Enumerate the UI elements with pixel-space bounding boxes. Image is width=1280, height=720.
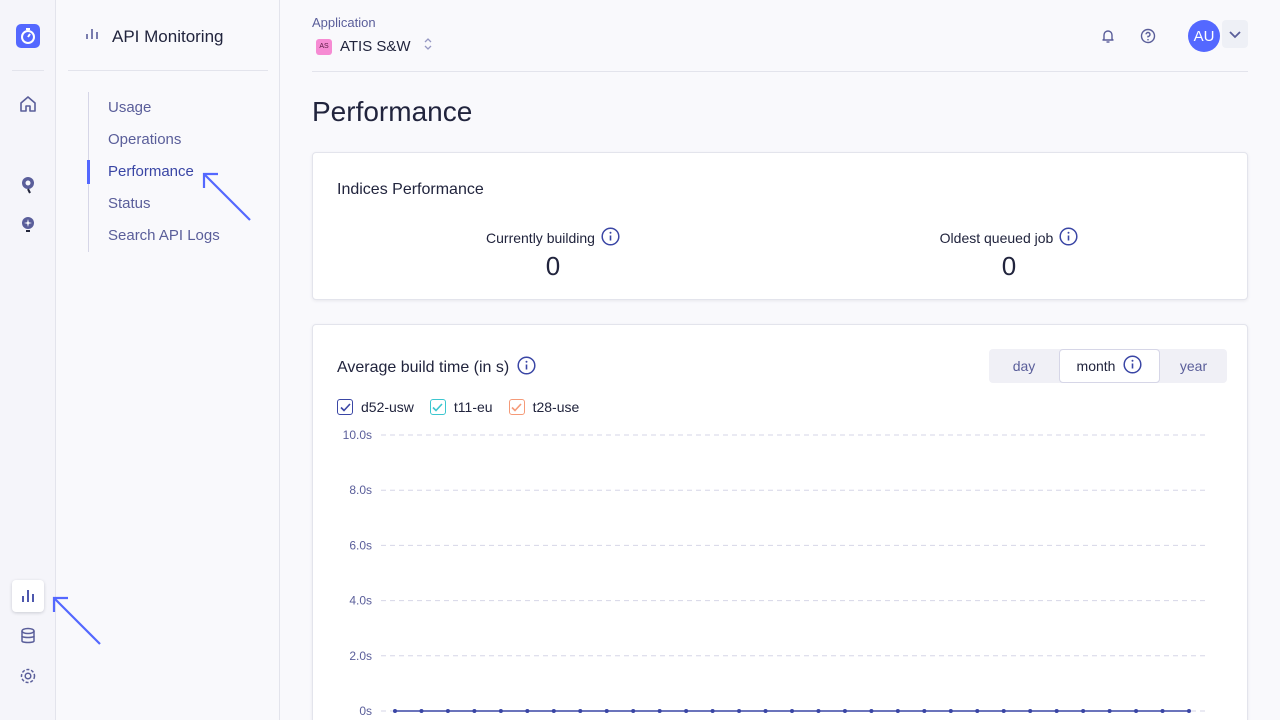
subnav-divider [68, 70, 268, 71]
range-month-label: month [1076, 358, 1116, 374]
legend-d52-usw[interactable]: d52-usw [337, 399, 414, 415]
chevron-updown-icon [423, 36, 433, 57]
data-point[interactable] [1028, 709, 1033, 713]
data-point[interactable] [790, 709, 794, 713]
data-point[interactable] [498, 709, 503, 713]
indices-performance-card: Indices Performance Currently building 0… [312, 152, 1248, 300]
oldest-queued-value: 0 [1001, 251, 1017, 281]
y-tick-label: 10.0s [343, 428, 372, 442]
data-point[interactable] [419, 709, 424, 713]
chevron-down-icon[interactable] [1222, 20, 1248, 48]
indices-performance-title: Indices Performance [337, 181, 484, 198]
data-point[interactable] [895, 709, 900, 713]
data-point[interactable] [1160, 709, 1165, 713]
checkbox-checked-icon[interactable] [508, 399, 525, 415]
data-point[interactable] [816, 709, 821, 713]
data-point[interactable] [525, 709, 530, 713]
bar-chart-icon[interactable] [12, 580, 44, 612]
data-point[interactable] [1001, 709, 1006, 713]
currently-building-value: 0 [545, 251, 561, 281]
subnav-item-operations[interactable]: Operations [108, 131, 182, 148]
data-point[interactable] [1187, 709, 1191, 713]
data-point[interactable] [1107, 709, 1112, 713]
data-point[interactable] [763, 709, 768, 713]
legend-t28-use[interactable]: t28-use [508, 399, 580, 415]
data-point[interactable] [472, 709, 477, 713]
data-point[interactable] [710, 709, 715, 713]
app-badge: AS [316, 38, 332, 55]
subnav-item-status[interactable]: Status [108, 195, 151, 212]
data-point[interactable] [737, 709, 742, 713]
currently-building-label: Currently building [486, 230, 595, 246]
chart-title: Average build time (in s) [337, 356, 536, 380]
data-point[interactable] [869, 709, 874, 713]
chart-title-text: Average build time (in s) [337, 359, 510, 376]
legend-label: t28-use [532, 399, 580, 415]
data-point[interactable] [631, 709, 636, 713]
info-icon[interactable] [517, 356, 536, 380]
secondary-sidebar: API Monitoring Usage Operations Performa… [56, 0, 280, 720]
bell-icon[interactable] [1098, 26, 1118, 46]
chart-legend: d52-usw t11-eu t28-use [337, 399, 579, 415]
data-point[interactable] [1081, 709, 1086, 713]
stopwatch-logo-icon[interactable] [16, 24, 40, 48]
app-name: ATIS S&W [340, 38, 411, 55]
legend-t11-eu[interactable]: t11-eu [429, 399, 493, 415]
application-label: Application [312, 15, 376, 30]
legend-label: t11-eu [453, 399, 493, 415]
avatar[interactable]: AU [1188, 20, 1220, 52]
data-point[interactable] [842, 709, 847, 713]
settings-icon[interactable] [12, 660, 44, 692]
application-selector[interactable]: AS ATIS S&W [312, 36, 433, 57]
help-icon[interactable] [1138, 26, 1158, 46]
data-point[interactable] [551, 709, 556, 713]
info-icon[interactable] [601, 227, 620, 249]
bar-chart-icon [84, 26, 100, 47]
currently-building-metric: Currently building 0 [403, 227, 703, 282]
range-selector: day month year [989, 349, 1227, 383]
subnav-item-search-api-logs[interactable]: Search API Logs [108, 227, 220, 244]
y-tick-label: 0s [359, 704, 372, 718]
page-title: Performance [312, 96, 473, 127]
database-icon[interactable] [12, 620, 44, 652]
y-tick-label: 8.0s [349, 483, 372, 497]
data-point[interactable] [393, 709, 397, 713]
build-time-line-chart: 10.0s 8.0s 6.0s 4.0s 2.0s 0s [343, 428, 1205, 718]
range-year-button[interactable]: year [1179, 358, 1208, 374]
rail-divider [12, 70, 44, 71]
data-point[interactable] [604, 709, 609, 713]
range-month-button[interactable]: month [1059, 349, 1160, 383]
subnav-header: API Monitoring [84, 26, 224, 47]
info-icon[interactable] [1059, 227, 1078, 249]
y-tick-label: 2.0s [349, 649, 372, 663]
data-point[interactable] [578, 709, 583, 713]
ai-bulb-icon[interactable] [12, 208, 44, 240]
data-point[interactable] [445, 709, 450, 713]
average-build-time-card: Average build time (in s) day month year… [312, 324, 1248, 720]
top-header: Application AS ATIS S&W AU [312, 0, 1248, 72]
subnav-title: API Monitoring [112, 26, 224, 46]
legend-label: d52-usw [361, 399, 414, 415]
data-point[interactable] [975, 709, 980, 713]
checkbox-checked-icon[interactable] [337, 399, 353, 415]
icon-rail [0, 0, 56, 720]
subnav-item-usage[interactable]: Usage [108, 99, 152, 116]
data-point[interactable] [948, 709, 953, 713]
data-point[interactable] [657, 709, 662, 713]
y-tick-label: 6.0s [349, 538, 372, 552]
oldest-queued-metric: Oldest queued job 0 [859, 227, 1159, 282]
data-point[interactable] [922, 709, 927, 713]
y-tick-label: 4.0s [349, 594, 372, 608]
search-pin-icon[interactable] [12, 168, 44, 200]
home-icon[interactable] [12, 88, 44, 120]
data-point[interactable] [1134, 709, 1139, 713]
data-point[interactable] [1054, 709, 1059, 713]
info-icon[interactable] [1123, 355, 1143, 377]
data-point[interactable] [684, 709, 689, 713]
subnav-list: Usage Operations Performance Status Sear… [87, 92, 220, 252]
subnav-item-performance[interactable]: Performance [87, 156, 220, 188]
checkbox-checked-icon[interactable] [429, 399, 446, 415]
range-day-button[interactable]: day [1012, 358, 1036, 374]
oldest-queued-label: Oldest queued job [939, 230, 1054, 246]
